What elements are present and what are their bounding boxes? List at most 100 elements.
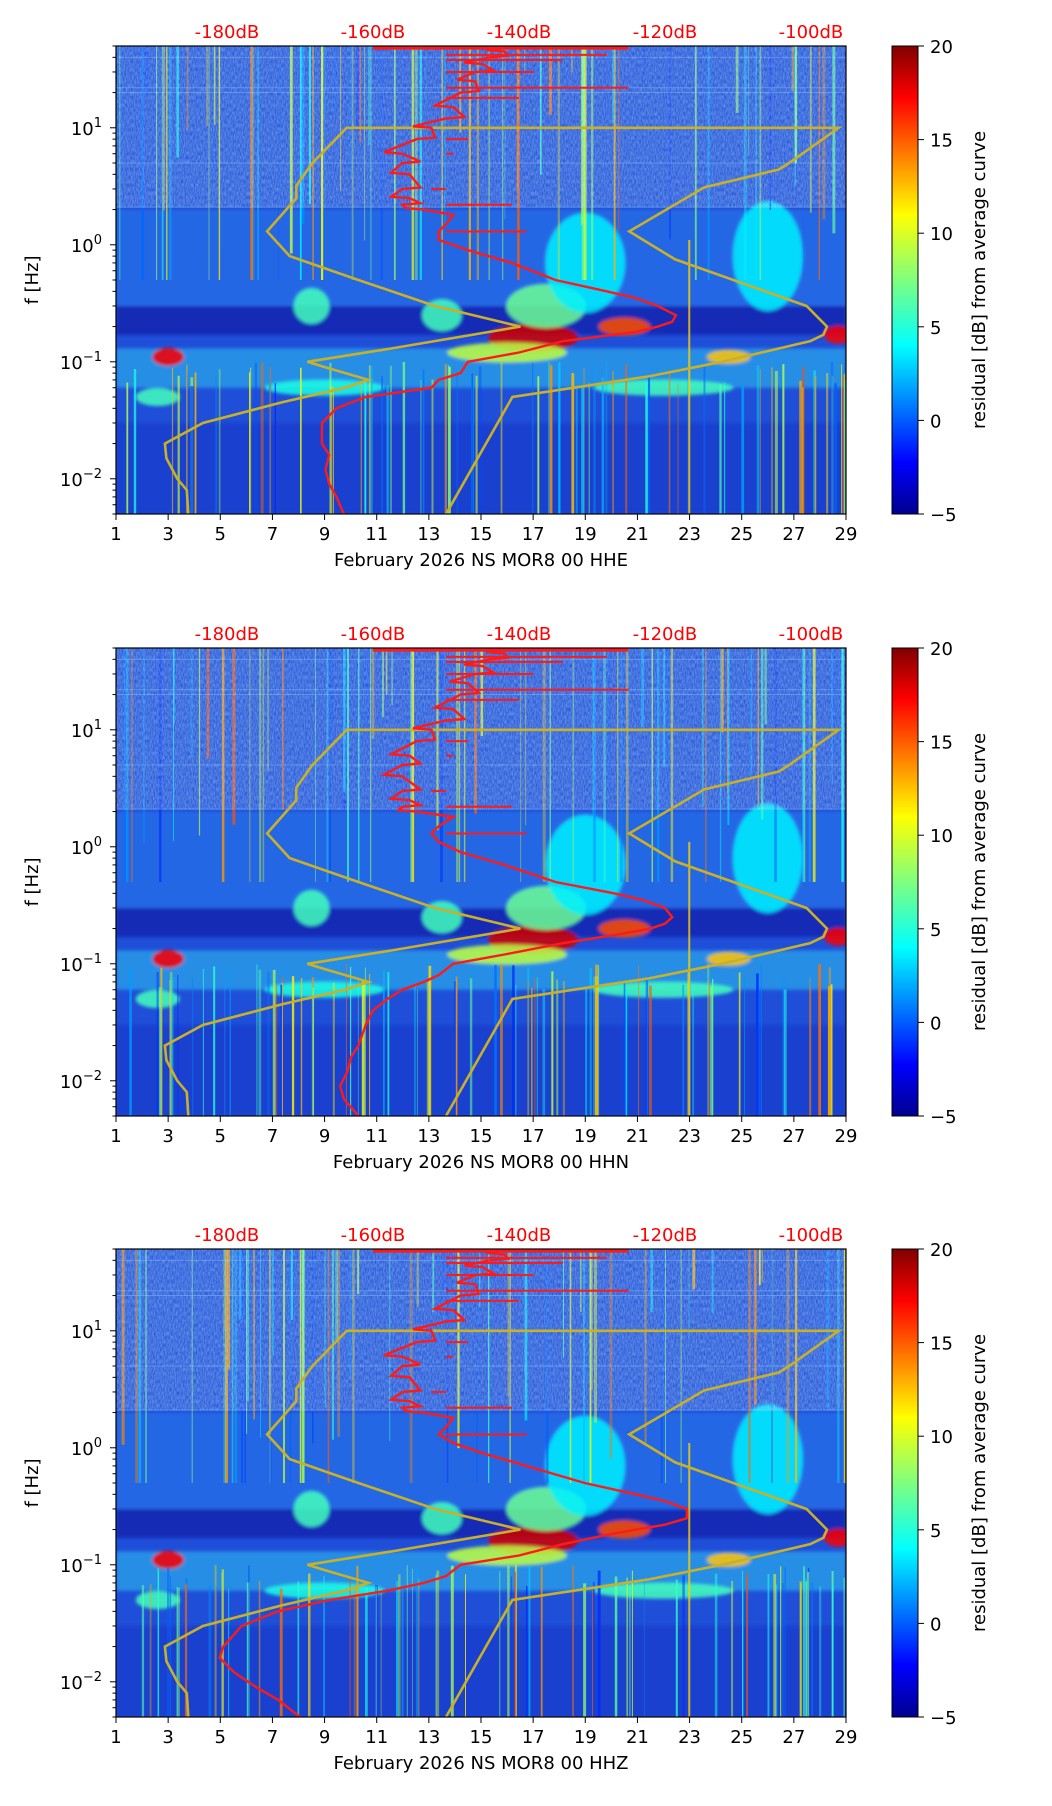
colorbar-tick-label: 20 (930, 1240, 953, 1261)
db-label: -140dB (487, 624, 552, 645)
storm-feature (706, 951, 751, 966)
streak (364, 967, 366, 1116)
db-label: -160dB (341, 22, 406, 43)
top-db-axis: -180dB -160dB -140dB -120dB -100dB (195, 1225, 844, 1246)
streak (724, 382, 726, 514)
x-tick-label: 13 (417, 524, 440, 545)
storm-feature (732, 201, 803, 312)
colorbar-tick-label: 15 (930, 131, 953, 152)
streak (800, 1582, 802, 1717)
spectrogram-heatmap (116, 648, 846, 1116)
streak (229, 969, 231, 1116)
streak (562, 980, 565, 1116)
band-mid (116, 1412, 846, 1509)
y-tick-label: 101 (71, 718, 102, 742)
streak (308, 1573, 311, 1717)
streak (714, 1573, 718, 1717)
x-tick-label: 3 (162, 1727, 173, 1748)
x-tick-label: 1 (110, 1727, 121, 1748)
colorbar-tick-label: −5 (930, 1107, 957, 1128)
storm-feature (545, 1415, 626, 1516)
streak (396, 1580, 399, 1717)
storm-feature (706, 1552, 751, 1567)
streak (412, 1568, 413, 1717)
streak (370, 366, 373, 514)
x-tick-label: 17 (522, 524, 545, 545)
streak (361, 981, 365, 1116)
streak (269, 366, 271, 514)
streak (389, 365, 392, 514)
streak (814, 376, 817, 514)
y-tick-label: 100 (71, 233, 102, 257)
y-axis: 101 100 10−1 10−2 (60, 647, 116, 1117)
streak (708, 981, 710, 1116)
x-tick-label: 13 (417, 1126, 440, 1147)
heatmap-field (116, 803, 846, 1116)
colorbar-tick-label: 20 (930, 639, 953, 660)
colorbar-gradient (891, 45, 919, 515)
streak (514, 1571, 516, 1717)
streak (612, 371, 614, 514)
band-low (116, 1625, 846, 1717)
persistent-line (688, 841, 691, 1116)
streak (744, 976, 746, 1116)
streak (731, 1580, 734, 1717)
storm-feature (421, 1502, 462, 1535)
spectrogram-heatmap (116, 1249, 846, 1717)
streak (597, 1570, 601, 1717)
storm-feature (732, 1404, 803, 1515)
streak (649, 985, 652, 1116)
noise-model-curve (163, 728, 843, 1116)
streak (807, 1571, 810, 1717)
x-tick-label: 25 (730, 524, 753, 545)
storm-feature (545, 814, 626, 915)
y-axis-label: f [Hz] (22, 1458, 43, 1507)
streak (478, 366, 482, 514)
streak (177, 1587, 180, 1717)
streak (548, 362, 550, 514)
x-tick-label: 23 (678, 524, 701, 545)
streak (534, 977, 536, 1116)
streak (782, 1583, 784, 1717)
streak (614, 1576, 618, 1717)
streak (710, 987, 713, 1116)
streak (585, 988, 588, 1116)
streak (186, 364, 188, 514)
x-tick-label: 23 (678, 1727, 701, 1748)
streak (274, 984, 278, 1116)
colorbar-tick-label: 20 (930, 37, 953, 58)
streak (646, 982, 649, 1116)
noise-model-curve (163, 1329, 843, 1717)
colorbar-gradient (891, 647, 919, 1117)
x-tick-label: 15 (470, 1727, 493, 1748)
x-tick-label: 9 (319, 524, 330, 545)
band-low (116, 1024, 846, 1116)
streak (738, 972, 741, 1116)
streak (176, 1587, 178, 1717)
top-db-axis: -180dB -160dB -140dB -120dB -100dB (195, 624, 844, 645)
streak (218, 369, 221, 514)
storm-feature (135, 990, 180, 1008)
band-dark (116, 907, 846, 937)
streak (631, 1570, 633, 1717)
streak (759, 369, 761, 514)
streak (760, 964, 762, 1116)
x-tick-label: 25 (730, 1126, 753, 1147)
mean-psd-spikes (372, 648, 629, 835)
storm-feature (135, 388, 180, 406)
db-label: -140dB (487, 1225, 552, 1246)
streak (297, 1581, 300, 1717)
colorbar-label: residual [dB] from average curve (969, 131, 990, 429)
storm-feature (421, 299, 462, 332)
storm-feature (824, 325, 846, 344)
streak (818, 964, 821, 1116)
streak (687, 368, 689, 514)
x-axis: 1 3 5 7 9 11 13 15 17 19 21 23 25 27 29 (110, 514, 857, 545)
x-axis: 1 3 5 7 9 11 13 15 17 19 21 23 25 27 29 (110, 1717, 857, 1748)
streak (527, 980, 529, 1116)
streak (471, 373, 474, 514)
streak (682, 984, 685, 1116)
streak (254, 362, 257, 514)
streak (593, 976, 596, 1116)
